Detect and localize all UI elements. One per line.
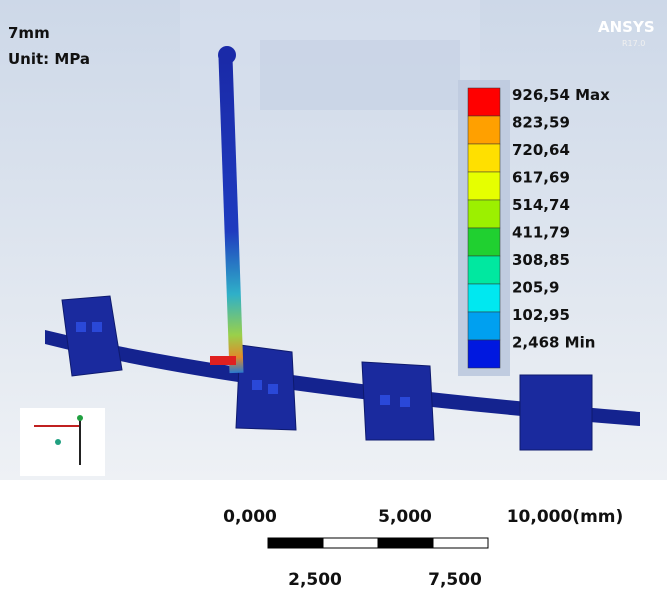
rod [218, 57, 244, 374]
legend-bar [467, 87, 501, 369]
beam [45, 330, 640, 426]
legend-label: 308,85 [512, 251, 570, 269]
legend-label: 102,95 [512, 306, 570, 324]
legend-label: 514,74 [512, 196, 570, 214]
legend-label: 823,59 [512, 114, 570, 132]
blocks [61, 295, 593, 451]
legend-label: 926,54 Max [512, 86, 610, 104]
triad-z [77, 415, 83, 421]
legend-label: 617,69 [512, 169, 570, 187]
legend-label: 2,468 Min [512, 334, 595, 352]
scale-label: 2,500 [288, 570, 342, 590]
scale-label: 7,500 [428, 570, 482, 590]
background-patch [260, 40, 460, 110]
legend-labels: 926,54 Max 823,59 720,64 617,69 514,74 411,79… [512, 86, 610, 352]
scale-label: 0,000 [223, 507, 277, 527]
scale-label: 10,000(mm) [507, 507, 624, 527]
legend-label: 205,9 [512, 279, 559, 297]
scale-bar [267, 537, 489, 549]
unit: Unit: MPa [8, 50, 90, 68]
version: R17.0 [622, 39, 645, 48]
rod-tip [218, 46, 236, 64]
title: 7mm [8, 24, 50, 42]
legend-label: 411,79 [512, 224, 570, 242]
legend-label: 720,64 [512, 141, 570, 159]
triad-origin [55, 439, 61, 445]
triad-box [20, 408, 105, 476]
scale-label: 5,000 [378, 507, 432, 527]
brand: ANSYS [598, 18, 655, 36]
block-details [76, 322, 410, 407]
max-tag [210, 356, 236, 365]
